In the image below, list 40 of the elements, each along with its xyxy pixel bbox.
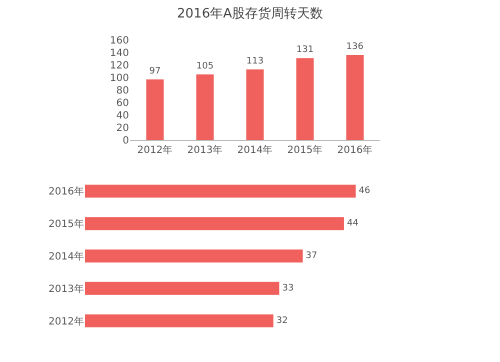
data-label: 46: [358, 186, 370, 196]
y-tick-label: 140: [110, 48, 129, 59]
chart-title: 2016年A股存货周转天数: [177, 6, 323, 22]
x-tick-label: 2013年: [187, 144, 223, 156]
data-label: 32: [276, 316, 288, 326]
x-tick-label: 2016年: [337, 144, 373, 156]
bar: [346, 55, 364, 140]
x-tick-label: 2015年: [287, 144, 323, 156]
bar: [85, 282, 280, 295]
bar: [85, 217, 344, 230]
y-tick-label: 80: [116, 86, 129, 96]
y-tick-label: 100: [110, 73, 129, 84]
y-tick-label: 40: [116, 110, 129, 122]
y-tick-label: 2014年: [48, 250, 84, 262]
x-tick-label: 2012年: [137, 144, 173, 156]
data-label: 113: [246, 56, 264, 66]
data-label: 44: [346, 218, 359, 229]
y-tick-label: 0: [122, 136, 129, 146]
bar: [196, 74, 214, 140]
y-tick-label: 60: [116, 98, 129, 109]
data-label: 97: [149, 66, 161, 76]
bar: [146, 79, 164, 140]
data-label: 131: [296, 45, 314, 56]
bar: [296, 58, 314, 140]
y-tick-label: 2016年: [48, 186, 84, 198]
bar: [85, 184, 356, 198]
y-tick-label: 2015年: [48, 218, 84, 230]
bar: [85, 250, 303, 262]
data-label: 37: [306, 251, 318, 261]
y-tick-label: 160: [110, 36, 129, 46]
bar: [85, 314, 274, 328]
y-tick-label: 2012年: [48, 315, 84, 328]
x-tick-label: 2014年: [237, 144, 273, 156]
y-tick-label: 2013年: [48, 282, 84, 295]
bar: [246, 69, 264, 140]
data-label: 136: [346, 42, 364, 52]
y-tick-label: 120: [110, 60, 129, 72]
data-label: 105: [196, 61, 214, 72]
y-tick-label: 20: [116, 123, 129, 134]
data-label: 33: [282, 283, 294, 294]
